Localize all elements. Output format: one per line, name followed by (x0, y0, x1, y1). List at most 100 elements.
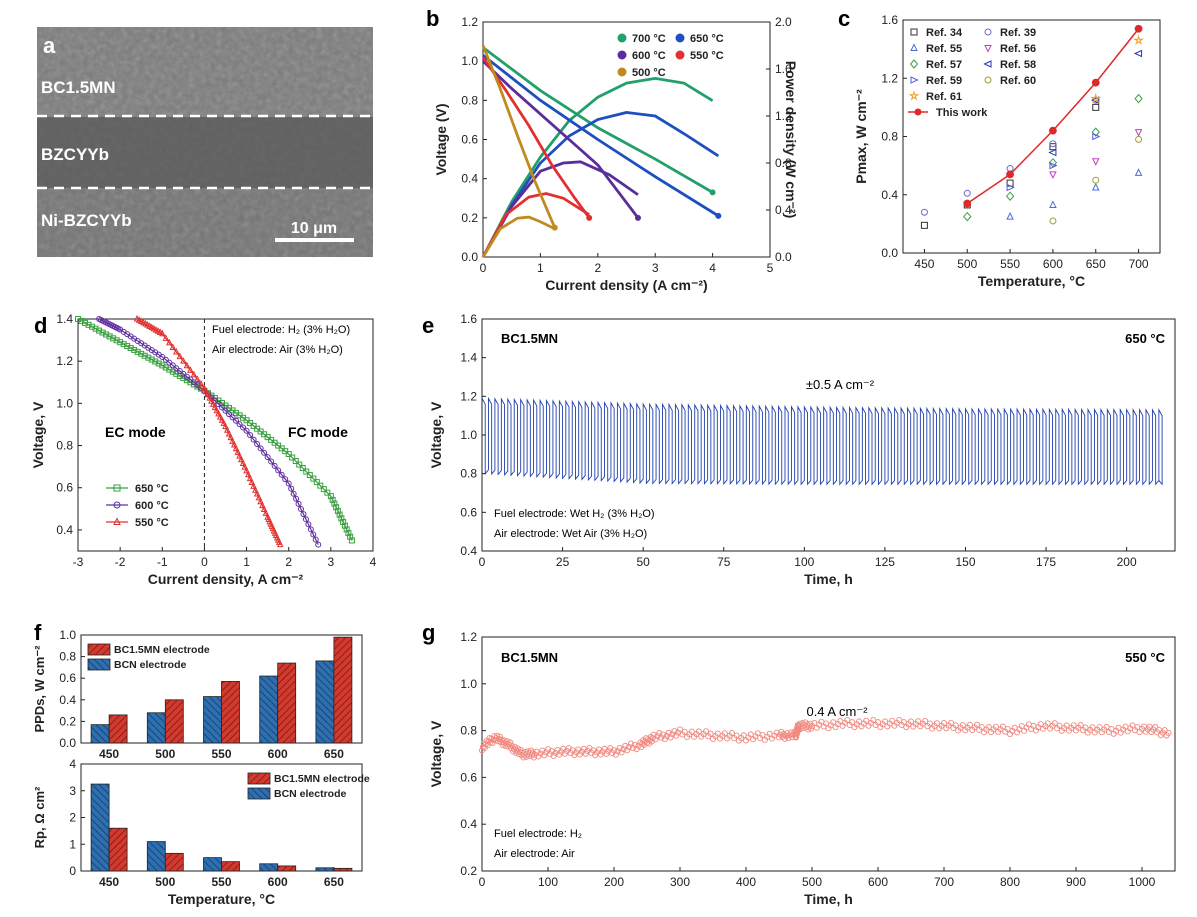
chart-c-legend-label: Ref. 56 (1000, 43, 1036, 55)
chart-g-point (1096, 724, 1103, 731)
chart-d-point (225, 429, 233, 437)
chart-d-point (327, 493, 334, 500)
chart-g-point (509, 742, 516, 749)
g-annot-material: BC1.5MN (501, 650, 558, 665)
d-annot-ec: EC mode (105, 424, 166, 440)
chart-b-legend-marker (617, 67, 627, 77)
chart-d-point (324, 489, 331, 496)
chart-c-xtick-label: 700 (1129, 257, 1149, 271)
chart-b-end-marker (715, 212, 722, 219)
chart-g-point (797, 725, 804, 732)
chart-g-point (556, 751, 563, 758)
chart-c-ytick-label: 0.8 (881, 130, 898, 144)
panel-label-f: f (34, 620, 42, 645)
chart-c-legend-marker (908, 90, 920, 101)
chart-b-ylabel: Voltage (V) (433, 103, 449, 175)
chart-c-point (1135, 135, 1143, 143)
chart-b-y2tick-label: 2.0 (775, 15, 792, 29)
sem-top-layer (37, 27, 373, 117)
chart-d-ytick-label: 1.0 (56, 396, 73, 410)
chart-d-point (103, 331, 110, 338)
chart-c-point (1133, 49, 1143, 58)
chart-g-point (523, 753, 530, 760)
chart-f-top-ytick-label: 0.6 (59, 671, 76, 685)
chart-d-point (99, 329, 106, 336)
layer-label-cathode: BC1.5MN (41, 78, 116, 97)
chart-b-end-marker (634, 214, 641, 221)
chart-f-bottom-bar (333, 867, 353, 872)
chart-g-point (507, 739, 514, 746)
chart-c-point (1134, 93, 1143, 104)
chart-c-axes: 450 500 550 600 650 700 0.0 0.4 0.8 1.2 1.6 Tempera… (853, 13, 1161, 289)
chart-g-point (1056, 722, 1063, 729)
chart-d-point (248, 478, 256, 485)
chart-f-top-ytick-label: 0.2 (59, 714, 76, 728)
chart-g-point (948, 719, 955, 726)
chart-d-point (226, 411, 233, 418)
chart-g-xtick-label: 700 (934, 875, 954, 889)
chart-d-point (246, 474, 254, 482)
chart-d-point (218, 416, 226, 423)
chart-d-point (194, 375, 201, 382)
chart-g-point (511, 744, 519, 751)
chart-d-point (329, 496, 336, 503)
chart-b-legend-label: 600 °C (632, 50, 666, 62)
chart-b-xtick-label: 0 (480, 261, 487, 275)
chart-g-point (933, 720, 940, 727)
chart-g-point (978, 724, 985, 731)
chart-d-point (236, 451, 243, 459)
chart-f-bottom-legend-swatch (247, 772, 271, 785)
chart-d-point (206, 393, 214, 401)
chart-c-point (1090, 92, 1102, 104)
chart-d-point (334, 507, 341, 514)
chart-g-point (959, 722, 966, 729)
chart-d-line (77, 318, 353, 541)
chart-g-point (985, 723, 992, 731)
chart-c-legend-marker (909, 59, 919, 69)
chart-f-bottom-bar (146, 841, 166, 872)
chart-f-bottom-ytick-label: 2 (69, 811, 76, 825)
chart-b-y2label: Power density (W cm⁻²) (783, 61, 799, 219)
chart-d-point (120, 341, 127, 348)
chart-d-point (204, 390, 212, 398)
chart-f-top-xtick-label: 450 (99, 747, 119, 761)
chart-b-ytick-label: 1.2 (461, 15, 478, 29)
chart-f-bottom-xtick-label: 550 (211, 875, 231, 889)
chart-d-ylabel: Voltage, V (30, 401, 46, 468)
chart-d-point (282, 476, 289, 483)
chart-f-top-bar (108, 714, 128, 744)
chart-g-point (792, 734, 800, 741)
chart-g-point (537, 750, 544, 757)
chart-f-top-legend-swatch (87, 658, 111, 671)
chart-d-legend-marker (113, 484, 121, 492)
chart-c-xtick-label: 500 (957, 257, 977, 271)
chart-b-legend-marker (675, 50, 685, 60)
chart-d-point (180, 357, 187, 364)
chart-c-point (1006, 183, 1015, 192)
chart-c-ytick-label: 1.2 (881, 71, 898, 85)
chart-d-point (89, 323, 96, 330)
chart-c-point (1092, 103, 1100, 111)
chart-d-point (338, 515, 345, 522)
chart-e-xtick-label: 75 (717, 555, 731, 569)
chart-d-point (215, 401, 222, 408)
chart-g-point (1051, 720, 1058, 727)
chart-b-xtick-label: 4 (709, 261, 716, 275)
chart-d-point (78, 317, 85, 324)
chart-d-legend-label: 650 °C (135, 483, 169, 495)
chart-d-point (239, 459, 247, 466)
chart-c-point (1048, 148, 1057, 157)
chart-c-point (963, 189, 971, 197)
chart-d-point (213, 406, 221, 414)
chart-b-frame (482, 21, 771, 258)
chart-d-point (197, 379, 205, 387)
chart-g-point (785, 735, 792, 742)
chart-d-point (313, 479, 320, 486)
chart-d-point (243, 466, 250, 474)
chart-c-legend-marker (914, 108, 922, 116)
chart-f-top-bar (164, 699, 184, 744)
chart-c-xtick-label: 650 (1086, 257, 1106, 271)
panel-label-b: b (426, 6, 439, 31)
chart-d-point (268, 458, 275, 465)
chart-g-point (491, 733, 498, 740)
